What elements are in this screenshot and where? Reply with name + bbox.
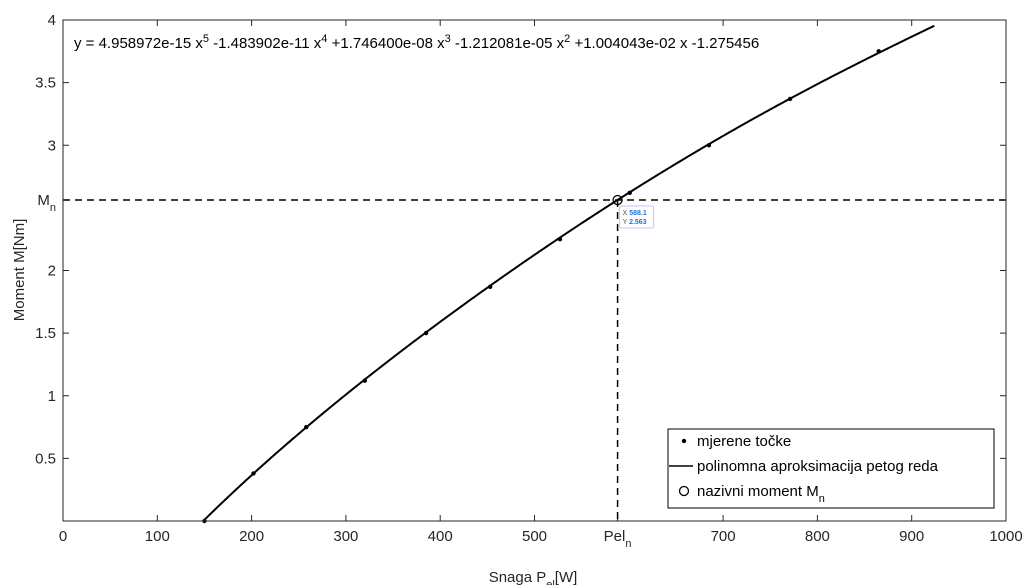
datatip-x: X 588.1 bbox=[623, 210, 647, 217]
measured-point bbox=[627, 190, 632, 196]
measured-point bbox=[487, 284, 493, 289]
y-tick-label: 3 bbox=[48, 137, 56, 154]
x-tick-label: 200 bbox=[239, 528, 264, 545]
datatip-box bbox=[619, 205, 655, 229]
legend: mjerene točke polinomna aproksimacija pe… bbox=[667, 428, 995, 509]
datatip: X 588.1 Y 2.563 bbox=[619, 205, 655, 229]
measured-point bbox=[557, 236, 563, 242]
measured-point bbox=[423, 330, 429, 336]
measured-point bbox=[876, 49, 881, 54]
y-tick-label: 4 bbox=[48, 12, 56, 29]
x-tick-label: 800 bbox=[805, 528, 830, 545]
y-axis-label: Moment M[Nm] bbox=[11, 219, 28, 322]
y-tick-label: 1.5 bbox=[35, 325, 56, 342]
y-tick-label: 2 bbox=[48, 263, 56, 280]
legend-item-measured: mjerene točke bbox=[697, 433, 791, 450]
x-tick-label-rated: Peln bbox=[604, 528, 632, 550]
legend-item-fit: polinomna aproksimacija petog reda bbox=[697, 458, 939, 475]
legend-box bbox=[667, 428, 995, 509]
fit-curve bbox=[203, 24, 935, 521]
x-axis-label: Snaga Pel[W] bbox=[489, 569, 578, 585]
axis-ticks: 0 100 200 300 400 500 700 800 900 1000 0.5 1 1.5 2 3 3.… bbox=[35, 12, 1023, 550]
x-tick-label: 300 bbox=[333, 528, 358, 545]
x-tick-label: 500 bbox=[522, 528, 547, 545]
measured-point bbox=[706, 143, 712, 148]
x-tick-label: 700 bbox=[711, 528, 736, 545]
y-tick-label-rated: Mn bbox=[37, 192, 56, 214]
y-tick-label: 3.5 bbox=[35, 75, 56, 92]
x-tick-label: 900 bbox=[899, 528, 924, 545]
x-tick-label: 400 bbox=[428, 528, 453, 545]
datatip-y: Y 2.563 bbox=[623, 219, 647, 226]
x-tick-label: 100 bbox=[145, 528, 170, 545]
y-tick-label: 0.5 bbox=[35, 450, 56, 467]
x-tick-label: 0 bbox=[59, 528, 67, 545]
measured-point bbox=[304, 424, 309, 430]
measured-point bbox=[362, 378, 367, 383]
x-tick-label: 1000 bbox=[989, 528, 1022, 545]
equation-text: y = 4.958972e-15 x5 -1.483902e-11 x4 +1.… bbox=[74, 33, 759, 52]
measured-point bbox=[787, 96, 793, 102]
y-tick-label: 1 bbox=[48, 388, 56, 405]
measured-point bbox=[251, 471, 256, 476]
legend-dot-marker bbox=[681, 438, 687, 444]
rated-point-marker bbox=[612, 194, 623, 206]
rated-guides bbox=[63, 199, 1006, 521]
legend-item-rated: nazivni moment Mn bbox=[697, 483, 825, 505]
legend-circle-marker bbox=[678, 485, 690, 497]
measured-points bbox=[202, 49, 881, 524]
axes-frame bbox=[62, 19, 1007, 522]
